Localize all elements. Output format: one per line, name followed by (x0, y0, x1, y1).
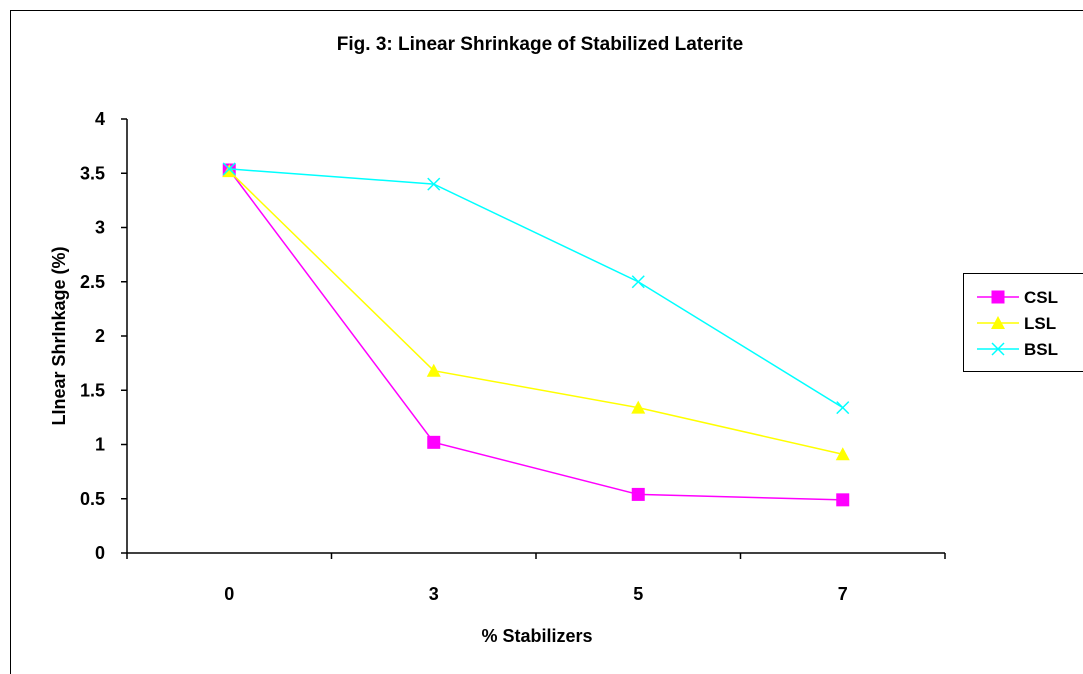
series-csl-point (836, 493, 850, 507)
y-tick-label: 4 (95, 109, 105, 129)
y-tick-label: 1.5 (80, 380, 105, 400)
series-lsl-point (426, 363, 441, 377)
x-tick-label: 3 (429, 584, 439, 604)
y-tick-label: 2.5 (80, 272, 105, 292)
chart-border (10, 10, 1083, 674)
legend-marker-bsl (991, 342, 1005, 356)
legend: CSL LSL BSL (963, 273, 1083, 372)
legend-item-bsl: BSL (977, 340, 1058, 359)
series-csl-point (427, 435, 441, 449)
legend-marker-lsl (991, 316, 1005, 329)
series-lsl-point (631, 400, 646, 414)
x-tick-label: 5 (633, 584, 643, 604)
series-lsl-point (835, 447, 850, 461)
y-tick-label: 1 (95, 435, 105, 455)
y-axis-title: LInear ShrInkage (%) (49, 246, 69, 425)
series-bsl-point (631, 275, 645, 289)
series-lsl-point (222, 164, 237, 178)
series-lsl-line (228, 170, 843, 455)
y-tick-label: 0.5 (80, 489, 105, 509)
series-csl (222, 163, 850, 507)
axes: 0 0.5 1 1.5 2 2.5 3 3.5 4 0 3 5 7 (80, 109, 946, 604)
series-lsl (222, 164, 850, 461)
y-tick-label: 3.5 (80, 163, 105, 183)
x-tick-label: 7 (838, 584, 848, 604)
x-tick-label: 0 (224, 584, 234, 604)
legend-item-lsl: LSL (977, 314, 1056, 333)
series-bsl-point (836, 401, 850, 415)
y-tick-label: 2 (95, 326, 105, 346)
legend-item-csl: CSL (977, 288, 1058, 307)
series-bsl-point (427, 177, 441, 191)
legend-label-bsl: BSL (1024, 340, 1058, 359)
x-axis-title: % Stabilizers (481, 626, 592, 646)
y-tick-label: 3 (95, 218, 105, 238)
legend-marker-csl (991, 290, 1005, 304)
series-bsl (222, 162, 850, 415)
series-bsl-line (229, 168, 844, 409)
chart-title: Fig. 3: Linear Shrinkage of Stabilized L… (337, 34, 743, 55)
series-csl-line (228, 169, 843, 501)
series-bsl-point (222, 162, 236, 176)
series-layer (222, 162, 850, 507)
y-tick-label: 0 (95, 543, 105, 563)
series-csl-point (631, 487, 645, 501)
legend-label-csl: CSL (1024, 288, 1058, 307)
legend-label-lsl: LSL (1024, 314, 1056, 333)
